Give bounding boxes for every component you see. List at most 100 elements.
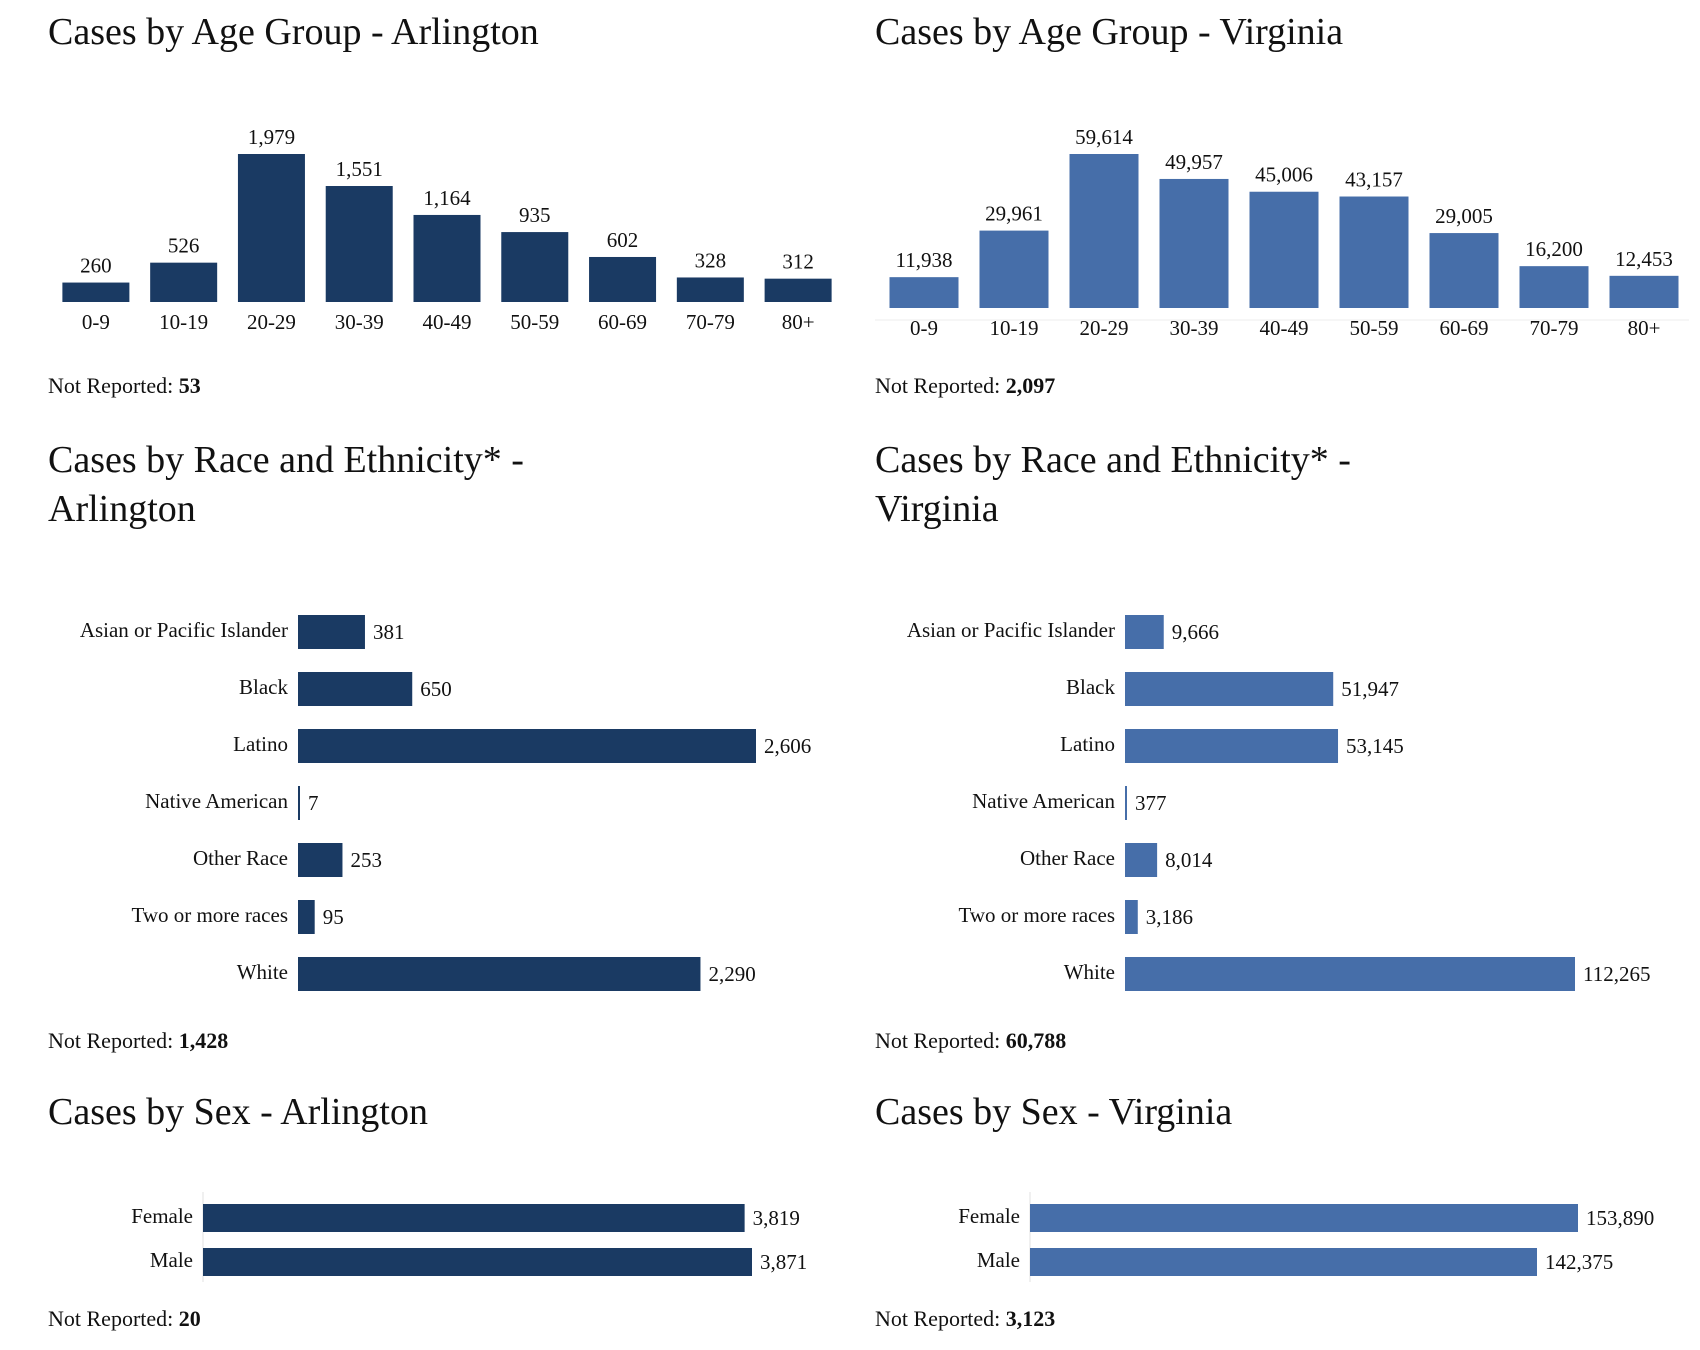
bar	[1429, 233, 1499, 308]
y-tick-label: Two or more races	[958, 903, 1115, 927]
data-label: 7	[308, 791, 319, 815]
panel-age-virginia: Cases by Age Group - Virginia 11,938 0-9 2…	[875, 8, 1695, 408]
not-reported-value: 2,097	[1005, 373, 1056, 398]
data-label: 935	[519, 203, 551, 227]
data-label: 328	[695, 248, 727, 272]
data-label: 43,157	[1345, 168, 1403, 192]
panel-race-arlington: Cases by Race and Ethnicity* - Arlington…	[48, 436, 848, 1056]
data-label: 381	[373, 620, 405, 644]
data-label: 650	[420, 677, 452, 701]
bar	[298, 843, 343, 877]
bar	[298, 672, 413, 706]
x-tick-label: 60-69	[1440, 316, 1489, 340]
x-tick-label: 0-9	[82, 310, 110, 334]
bar	[203, 1204, 745, 1232]
bar-chart-sex-virginia: Female 153,890 Male 142,375	[958, 1192, 1654, 1282]
chart-title: Cases by Age Group - Virginia	[875, 11, 1344, 53]
data-label: 260	[80, 254, 112, 278]
not-reported-value: 1,428	[178, 1028, 229, 1053]
x-tick-label: 80+	[1628, 316, 1661, 340]
chart-title: Cases by Sex - Virginia	[875, 1091, 1233, 1133]
bar	[1519, 266, 1589, 308]
bar	[298, 615, 365, 649]
y-tick-label: Other Race	[193, 846, 288, 870]
y-tick-label: Other Race	[1020, 846, 1115, 870]
data-label: 29,005	[1435, 204, 1493, 228]
bar	[1125, 672, 1334, 706]
x-tick-label: 50-59	[510, 310, 559, 334]
y-tick-label: Black	[1066, 675, 1115, 699]
x-tick-label: 40-49	[423, 310, 472, 334]
x-tick-label: 30-39	[335, 310, 384, 334]
data-label: 2,290	[708, 962, 755, 986]
bar	[1125, 843, 1158, 877]
bar	[501, 232, 569, 302]
not-reported: Not Reported: 3,123	[875, 1306, 1056, 1331]
x-tick-label: 10-19	[159, 310, 208, 334]
x-tick-label: 20-29	[247, 310, 296, 334]
not-reported-value: 3,123	[1005, 1306, 1056, 1331]
bar	[589, 256, 657, 302]
bar-chart-age-virginia: 11,938 0-9 29,961 10-19 59,614 20-29 49,957 30-…	[875, 125, 1689, 340]
x-tick-label: 10-19	[990, 316, 1039, 340]
data-label: 45,006	[1255, 163, 1313, 187]
x-tick-label: 70-79	[1530, 316, 1579, 340]
data-label: 1,979	[248, 125, 295, 149]
data-label: 9,666	[1172, 620, 1219, 644]
bar-chart-race-arlington: Asian or Pacific Islander 381 Black 650 Lati…	[80, 615, 811, 991]
bar-chart-sex-arlington: Female 3,819 Male 3,871	[131, 1192, 807, 1282]
panel-race-virginia: Cases by Race and Ethnicity* - Virginia …	[875, 436, 1695, 1056]
y-tick-label: Male	[150, 1248, 193, 1272]
bar	[1249, 191, 1319, 308]
y-tick-label: Asian or Pacific Islander	[80, 618, 288, 642]
bar-chart-race-virginia: Asian or Pacific Islander 9,666 Black 51,94…	[907, 615, 1650, 991]
bar	[298, 729, 756, 763]
data-label: 142,375	[1545, 1250, 1613, 1274]
y-tick-label: Native American	[972, 789, 1115, 813]
bar	[298, 900, 315, 934]
data-label: 12,453	[1615, 247, 1673, 271]
data-label: 602	[607, 228, 639, 252]
not-reported: Not Reported: 60,788	[875, 1028, 1067, 1053]
data-label: 3,871	[760, 1250, 807, 1274]
not-reported: Not Reported: 2,097	[875, 373, 1056, 398]
bar	[62, 282, 130, 302]
bar	[413, 214, 481, 302]
bar	[1030, 1204, 1578, 1232]
y-tick-label: Native American	[145, 789, 288, 813]
bar	[1125, 729, 1339, 763]
chart-title: Cases by Sex - Arlington	[48, 1091, 428, 1133]
y-tick-label: Female	[958, 1204, 1020, 1228]
data-label: 526	[168, 234, 200, 258]
bar	[676, 277, 744, 302]
bar	[298, 786, 300, 820]
y-tick-label: Two or more races	[131, 903, 288, 927]
not-reported-value: 60,788	[1005, 1028, 1067, 1053]
data-label: 377	[1135, 791, 1167, 815]
bar	[1030, 1248, 1537, 1276]
not-reported: Not Reported: 20	[48, 1306, 201, 1331]
x-tick-label: 80+	[782, 310, 815, 334]
data-label: 253	[350, 848, 382, 872]
x-tick-label: 20-29	[1080, 316, 1129, 340]
bar	[1125, 957, 1575, 991]
bar	[1159, 178, 1229, 308]
data-label: 153,890	[1586, 1206, 1654, 1230]
y-tick-label: White	[1064, 960, 1115, 984]
panel-sex-arlington: Cases by Sex - Arlington Female 3,819 Male…	[48, 1088, 868, 1338]
chart-title: Cases by Race and Ethnicity* - Virginia	[875, 439, 1351, 530]
data-label: 11,938	[896, 248, 953, 272]
bar	[979, 230, 1049, 308]
x-tick-label: 60-69	[598, 310, 647, 334]
bar	[1125, 615, 1164, 649]
chart-title: Cases by Age Group - Arlington	[48, 11, 539, 53]
y-tick-label: Latino	[1060, 732, 1115, 756]
data-label: 53,145	[1346, 734, 1404, 758]
bar	[1069, 154, 1139, 308]
x-tick-label: 30-39	[1170, 316, 1219, 340]
bar	[203, 1248, 752, 1276]
not-reported-value: 20	[178, 1306, 201, 1331]
bar	[237, 154, 305, 302]
bar	[298, 957, 701, 991]
bar	[150, 262, 218, 302]
